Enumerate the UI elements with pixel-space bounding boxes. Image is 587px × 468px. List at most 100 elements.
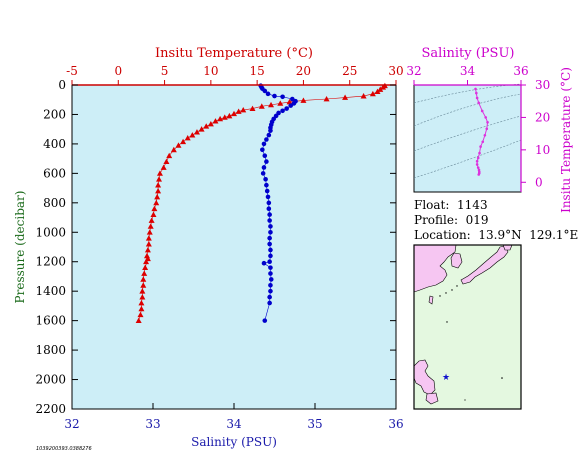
salinity-point: [280, 94, 285, 100]
temperature-point: [145, 235, 152, 241]
salinity-point: [267, 218, 272, 223]
salinity-point: [272, 93, 277, 99]
temperature-point: [180, 138, 187, 145]
ts-point: [480, 109, 484, 113]
temperature-point: [139, 294, 146, 300]
pressure-tick-label: 1000: [35, 225, 66, 239]
temperature-axis-label: Insitu Temperature (°C): [155, 46, 313, 61]
main-plot-background: [71, 84, 397, 410]
temperature-point: [138, 299, 145, 306]
temperature-tick-label: 10: [203, 64, 218, 78]
salinity-point: [268, 229, 273, 235]
temperature-point: [154, 193, 161, 200]
ts-temperature-tick-label: 30: [535, 78, 550, 92]
temperature-point: [160, 164, 167, 170]
temperature-series: [135, 82, 388, 324]
temperature-point: [156, 170, 163, 176]
ts-point: [477, 101, 481, 105]
temperature-point: [221, 114, 228, 120]
salinity-point: [288, 103, 294, 108]
pressure-tick-label: 0: [58, 78, 66, 92]
temperature-point: [140, 282, 147, 288]
ts-point: [478, 151, 481, 155]
temperature-point: [142, 264, 149, 271]
temperature-point: [377, 86, 384, 92]
salinity-point: [267, 259, 272, 265]
ts-point: [481, 140, 485, 144]
temperature-point: [143, 258, 150, 265]
salinity-point: [291, 101, 297, 106]
salinity-point: [290, 96, 295, 102]
ts-salinity-axis: 32 34 36: [406, 64, 529, 86]
salinity-point: [268, 288, 273, 294]
salinity-point: [268, 277, 274, 282]
salinity-point: [267, 212, 272, 217]
ts-point: [476, 166, 480, 169]
salinity-point: [260, 171, 266, 176]
temperature-point: [141, 270, 148, 276]
ts-point: [477, 173, 481, 176]
temperature-tick-label: 15: [250, 64, 265, 78]
salinity-point: [262, 318, 268, 323]
temperature-point: [203, 123, 210, 129]
temperature-point: [231, 110, 237, 117]
temperature-tick-label: 5: [161, 64, 169, 78]
ts-salinity-tick-label: 36: [513, 64, 528, 78]
ts-point: [475, 91, 478, 95]
temperature-point: [155, 188, 162, 194]
salinity-point: [262, 153, 268, 158]
temperature-point: [226, 112, 233, 119]
location-map: ★: [413, 244, 522, 410]
salinity-point: [267, 235, 272, 241]
ts-point: [483, 133, 487, 137]
ts-point: [485, 127, 489, 131]
map-land-korea: [450, 252, 463, 269]
pressure-tick-label: 800: [43, 196, 66, 210]
ts-salinity-tick-label: 32: [406, 64, 421, 78]
temperature-point: [147, 223, 154, 229]
ts-plot-background: [413, 84, 522, 193]
salinity-tick-label: 34: [226, 417, 242, 431]
pressure-tick-label: 1600: [35, 314, 66, 328]
temperature-point: [249, 105, 256, 111]
ts-point: [475, 96, 479, 100]
temperature-tick-label: 25: [342, 64, 357, 78]
salinity-point: [268, 253, 273, 259]
salinity-point: [268, 282, 273, 288]
ts-point: [476, 156, 480, 160]
salinity-tick-label: 35: [307, 417, 322, 431]
temperature-tick-label: 0: [114, 64, 122, 78]
salinity-point: [267, 300, 272, 306]
temperature-point: [148, 217, 155, 223]
salinity-series: [258, 83, 298, 323]
ts-salinity-axis-label: Salinity (PSU): [422, 46, 515, 61]
temperature-point: [146, 229, 153, 235]
map-frame: [413, 244, 522, 410]
ts-point: [486, 120, 489, 124]
pressure-tick-label: 200: [43, 107, 66, 121]
temperature-tick-label: -5: [66, 64, 78, 78]
ts-point: [484, 116, 487, 119]
temperature-point: [140, 276, 147, 282]
ts-series: [474, 87, 489, 176]
temperature-point: [170, 146, 177, 153]
salinity-point: [260, 147, 265, 153]
ts-point: [477, 168, 481, 172]
temperature-point: [137, 311, 144, 318]
map-land-mindanao: [425, 392, 439, 405]
ts-point: [479, 145, 482, 148]
pressure-axis: 0 200 400 600 800 1000 1200 1400 1600 1800 2000 220…: [35, 78, 396, 416]
temperature-point: [135, 317, 142, 324]
float-number: Float: 1143: [414, 198, 488, 212]
density-contours: [413, 83, 522, 179]
temperature-point: [323, 95, 330, 102]
temperature-point: [175, 142, 182, 148]
salinity-point: [265, 91, 271, 97]
temperature-point: [217, 115, 224, 122]
temperature-point: [374, 88, 381, 95]
float-location: Location: 13.9°N 129.1°E: [414, 228, 579, 242]
profile-number: Profile: 019: [414, 213, 489, 227]
temperature-tick-label: 20: [296, 64, 311, 78]
ts-temperature-tick-label: 10: [535, 143, 550, 157]
